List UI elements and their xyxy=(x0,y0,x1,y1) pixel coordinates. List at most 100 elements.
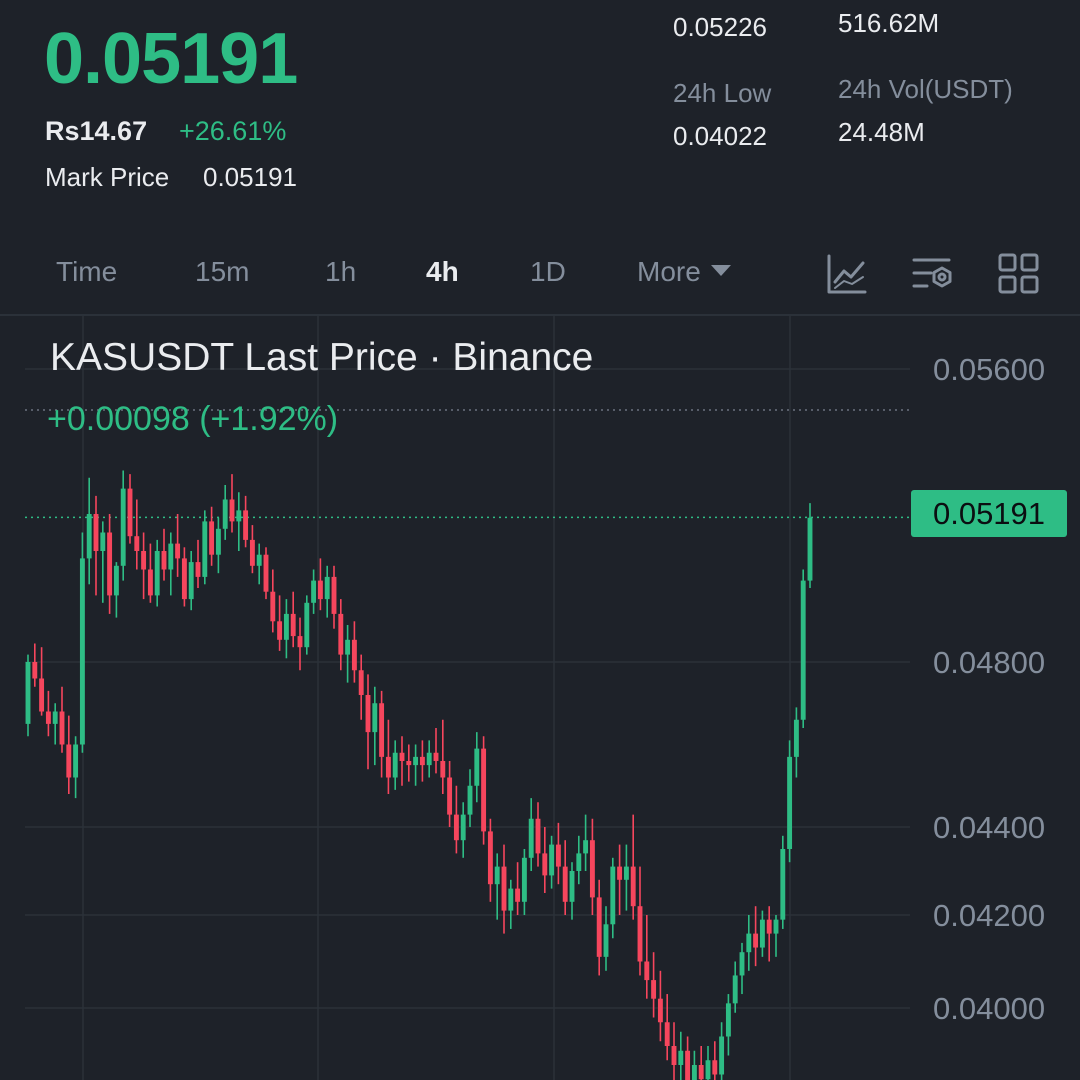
candle-body xyxy=(283,613,289,640)
tab-time[interactable]: Time xyxy=(56,256,118,287)
candle-body xyxy=(787,756,793,849)
candle-body xyxy=(120,488,126,566)
candle-down xyxy=(351,621,357,683)
candle-up xyxy=(623,844,629,911)
tab-more[interactable]: More xyxy=(637,256,731,288)
high-24h-value: 0.05226 xyxy=(673,12,767,42)
candle-up xyxy=(787,740,793,863)
grid-layout-icon[interactable] xyxy=(997,252,1041,296)
candle-body xyxy=(664,1022,670,1046)
candle-body xyxy=(147,569,153,596)
chart-title: KASUSDT Last Price · Binance xyxy=(50,336,594,379)
candle-body xyxy=(86,514,92,559)
candle-body xyxy=(793,719,799,757)
candle-up xyxy=(100,521,106,603)
candle-up xyxy=(215,517,221,574)
candle-down xyxy=(753,906,759,967)
candle-up xyxy=(583,814,589,871)
candle-body xyxy=(651,980,657,999)
candle-down xyxy=(630,814,636,920)
candle-body xyxy=(209,521,215,555)
candle-down xyxy=(535,802,541,867)
tab-1d[interactable]: 1D xyxy=(530,256,566,287)
candle-body xyxy=(304,602,310,648)
candle-body xyxy=(113,565,119,596)
candle-body xyxy=(345,639,351,655)
candle-up xyxy=(678,1031,684,1080)
candle-down xyxy=(698,1046,704,1080)
candle-body xyxy=(535,818,541,854)
candle-body xyxy=(569,871,575,902)
candle-body xyxy=(331,576,337,614)
tab-15m[interactable]: 15m xyxy=(195,256,250,287)
candle-down xyxy=(651,952,657,1018)
fiat-price: Rs14.67 xyxy=(45,116,148,146)
candle-up xyxy=(236,492,242,551)
candle-body xyxy=(657,998,663,1023)
candle-down xyxy=(644,915,650,999)
candle-down xyxy=(365,674,371,770)
candle-body xyxy=(678,1050,684,1065)
candle-body xyxy=(277,621,283,640)
change-percent: +26.61% xyxy=(179,116,287,146)
candle-body xyxy=(555,844,561,867)
candle-body xyxy=(154,551,160,596)
last-price: 0.05191 xyxy=(44,19,298,99)
candle-body xyxy=(25,662,31,724)
candle-up xyxy=(426,740,432,778)
vol-usdt-value: 24.48M xyxy=(838,117,925,147)
candle-body xyxy=(753,933,759,948)
tab-4h[interactable]: 4h xyxy=(426,256,459,287)
candle-body xyxy=(270,591,276,622)
candle-body xyxy=(243,510,249,540)
candle-down xyxy=(107,514,113,614)
candle-body xyxy=(93,514,99,551)
candle-up xyxy=(739,942,745,995)
candle-down xyxy=(290,591,296,648)
mark-price-label: Mark Price xyxy=(45,162,170,192)
candle-body xyxy=(515,888,521,902)
candle-body xyxy=(746,933,752,953)
candle-body xyxy=(195,562,201,577)
candle-body xyxy=(603,924,609,957)
candle-body xyxy=(372,703,378,733)
chart-settings-icon[interactable] xyxy=(911,252,955,296)
candle-body xyxy=(460,814,466,841)
candle-body xyxy=(45,711,51,724)
indicator-icon[interactable] xyxy=(825,252,869,296)
candle-body xyxy=(719,1036,725,1075)
candle-down xyxy=(66,715,72,794)
candle-down xyxy=(277,595,283,651)
candle-body xyxy=(73,744,79,778)
candle-down xyxy=(399,736,405,786)
candle-down xyxy=(181,547,187,607)
candle-body xyxy=(365,695,371,733)
candle-down xyxy=(440,719,446,794)
candle-body xyxy=(426,752,432,766)
candle-body xyxy=(351,639,357,671)
candle-body xyxy=(263,554,269,592)
candle-body xyxy=(188,562,194,600)
candle-up xyxy=(569,862,575,920)
candle-down xyxy=(263,547,269,600)
candle-body xyxy=(528,818,534,858)
tab-1h[interactable]: 1h xyxy=(325,256,357,287)
candle-body xyxy=(392,752,398,778)
candle-body xyxy=(521,857,527,902)
candle-body xyxy=(66,744,72,778)
candle-body xyxy=(698,1065,704,1080)
candle-down xyxy=(637,866,643,976)
candle-body xyxy=(759,919,765,948)
candle-body xyxy=(406,761,412,766)
candle-body xyxy=(610,866,616,925)
candle-up xyxy=(79,532,85,753)
y-tick-label: 0.04000 xyxy=(933,991,1046,1026)
candle-up xyxy=(304,595,310,655)
candle-down xyxy=(671,1022,677,1080)
candle-up xyxy=(324,565,330,618)
vol-kas-value: 516.62M xyxy=(838,8,940,38)
candlestick-chart[interactable] xyxy=(0,316,1080,1080)
candle-down xyxy=(487,818,493,902)
current-price-tag: 0.05191 xyxy=(911,490,1067,537)
candle-down xyxy=(147,543,153,603)
